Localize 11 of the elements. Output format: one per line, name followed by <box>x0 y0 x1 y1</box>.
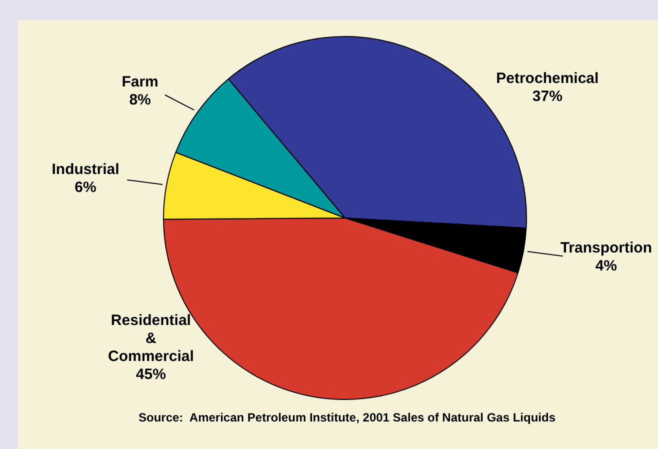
data-label: 6% <box>74 178 96 196</box>
slice-label: Industrial <box>52 160 120 178</box>
slice-label: Farm <box>122 74 158 91</box>
slice-label: Petrochemical <box>496 70 599 88</box>
data-label: 45% <box>136 366 166 384</box>
slice-label: Residential & Commercial <box>108 312 194 366</box>
data-label: 4% <box>595 257 618 274</box>
slice-label: Transportion <box>560 239 652 256</box>
data-label: 8% <box>129 92 151 109</box>
source-note: Source: American Petroleum Institute, 2001 Sales of Natural Gas Liquids <box>138 410 556 424</box>
data-label: 37% <box>532 88 562 106</box>
